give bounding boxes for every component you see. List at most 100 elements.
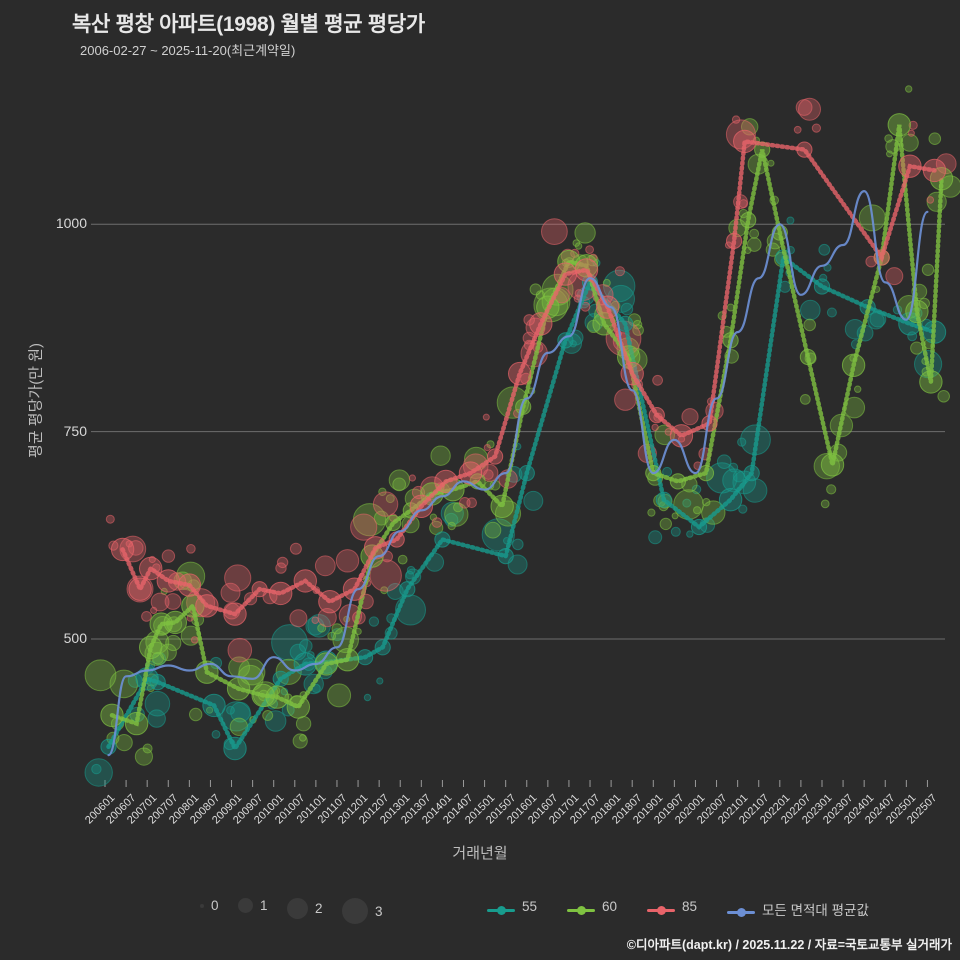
series-marker <box>497 548 514 565</box>
legend-size-0[interactable]: 0 <box>200 898 219 913</box>
legend-bubble-icon <box>342 898 368 924</box>
legend-series-1[interactable]: 55 <box>487 899 538 915</box>
data-bubble <box>335 549 360 573</box>
series-marker <box>574 258 599 282</box>
data-bubble <box>928 132 942 145</box>
data-bubble <box>826 307 837 318</box>
data-bubble <box>811 123 822 133</box>
legend-series-label: 85 <box>682 899 698 914</box>
data-bubble <box>905 85 913 93</box>
series-marker <box>223 602 247 626</box>
data-bubble <box>886 150 893 158</box>
legend-line-swatch <box>487 905 515 915</box>
data-bubble <box>105 514 115 524</box>
data-bubble <box>716 454 732 470</box>
series-marker <box>265 685 289 709</box>
data-bubble <box>299 734 307 742</box>
data-bubble <box>406 565 416 575</box>
legend-dot-icon <box>497 905 506 915</box>
series-marker <box>508 361 532 386</box>
series-marker <box>655 491 672 508</box>
data-bubble <box>431 517 443 528</box>
data-bubble <box>91 763 102 775</box>
series-2 <box>100 113 954 736</box>
legend-size-2[interactable]: 2 <box>287 898 323 919</box>
data-bubble <box>429 513 438 521</box>
series-marker <box>697 465 715 482</box>
series-marker <box>669 473 687 490</box>
legend-size-label: 3 <box>375 903 383 919</box>
data-bubble <box>314 555 336 577</box>
trend-line <box>106 253 937 754</box>
series-marker <box>385 514 402 532</box>
page-title: 복산 평창 아파트(1998) 월별 평균 평당가 <box>72 13 425 36</box>
legend-series-2[interactable]: 60 <box>567 899 617 915</box>
trend-line <box>109 124 944 727</box>
data-bubble <box>271 624 308 661</box>
series-marker <box>272 670 289 687</box>
data-bubble <box>84 659 117 692</box>
legend-series-4[interactable]: 모든 면적대 평균값 <box>727 899 869 919</box>
data-bubble <box>206 706 214 714</box>
data-bubble <box>369 559 402 592</box>
legend-size-label: 2 <box>315 901 323 916</box>
series-marker <box>124 711 149 736</box>
legend-series-label: 모든 면적대 평균값 <box>762 903 869 918</box>
data-bubble <box>115 734 133 752</box>
data-bubble <box>480 463 499 482</box>
data-bubble <box>585 245 594 255</box>
series-marker <box>490 494 514 518</box>
series-marker <box>813 278 831 295</box>
footer-credit: ©디아파트(dapt.kr) / 2025.11.22 / 자료=국토교통부 실… <box>626 938 952 952</box>
data-bubble <box>289 542 302 555</box>
data-bubble <box>691 484 702 495</box>
series-marker <box>335 648 360 672</box>
y-tick-label: 500 <box>63 630 87 646</box>
legend-series-3[interactable]: 85 <box>647 899 698 915</box>
data-bubble <box>795 99 813 116</box>
data-bubble <box>368 616 380 627</box>
data-bubble <box>459 497 471 509</box>
series-marker <box>139 556 163 581</box>
data-bubble <box>529 283 542 296</box>
data-bubble <box>682 498 692 508</box>
data-bubble <box>654 424 676 446</box>
data-bubble <box>481 518 515 552</box>
series-marker <box>887 113 911 137</box>
series-marker <box>648 407 665 424</box>
data-bubble <box>275 562 287 574</box>
data-bubble <box>926 196 935 204</box>
legend-size-1[interactable]: 1 <box>238 898 268 913</box>
data-bubble <box>885 267 904 286</box>
y-tick-label: 750 <box>63 422 87 439</box>
data-bubble <box>686 530 694 538</box>
legend-dot-icon <box>737 908 746 917</box>
data-bubble <box>826 484 837 495</box>
data-bubble <box>767 159 775 167</box>
data-bubble <box>262 710 274 721</box>
legend-size-3[interactable]: 3 <box>342 898 383 924</box>
data-bubble <box>651 423 659 432</box>
data-bubble <box>134 747 153 766</box>
series-marker <box>286 695 310 719</box>
series-marker <box>177 573 202 597</box>
data-bubble <box>574 242 583 250</box>
series-marker <box>487 448 504 465</box>
data-bubble <box>484 521 502 539</box>
series-marker <box>434 469 458 494</box>
data-bubble <box>693 506 702 515</box>
series-marker <box>820 453 845 477</box>
data-bubble <box>648 530 663 545</box>
data-bubble <box>331 623 343 635</box>
series-marker <box>374 639 391 656</box>
data-bubble <box>408 474 416 482</box>
data-bubble <box>159 643 177 661</box>
data-bubble <box>512 538 524 551</box>
data-bubble <box>603 269 636 303</box>
legend-series-label: 55 <box>522 899 538 914</box>
data-bubble <box>800 299 821 321</box>
series-marker <box>149 674 166 691</box>
series-marker <box>898 154 922 178</box>
legend-size-label: 1 <box>260 898 268 913</box>
